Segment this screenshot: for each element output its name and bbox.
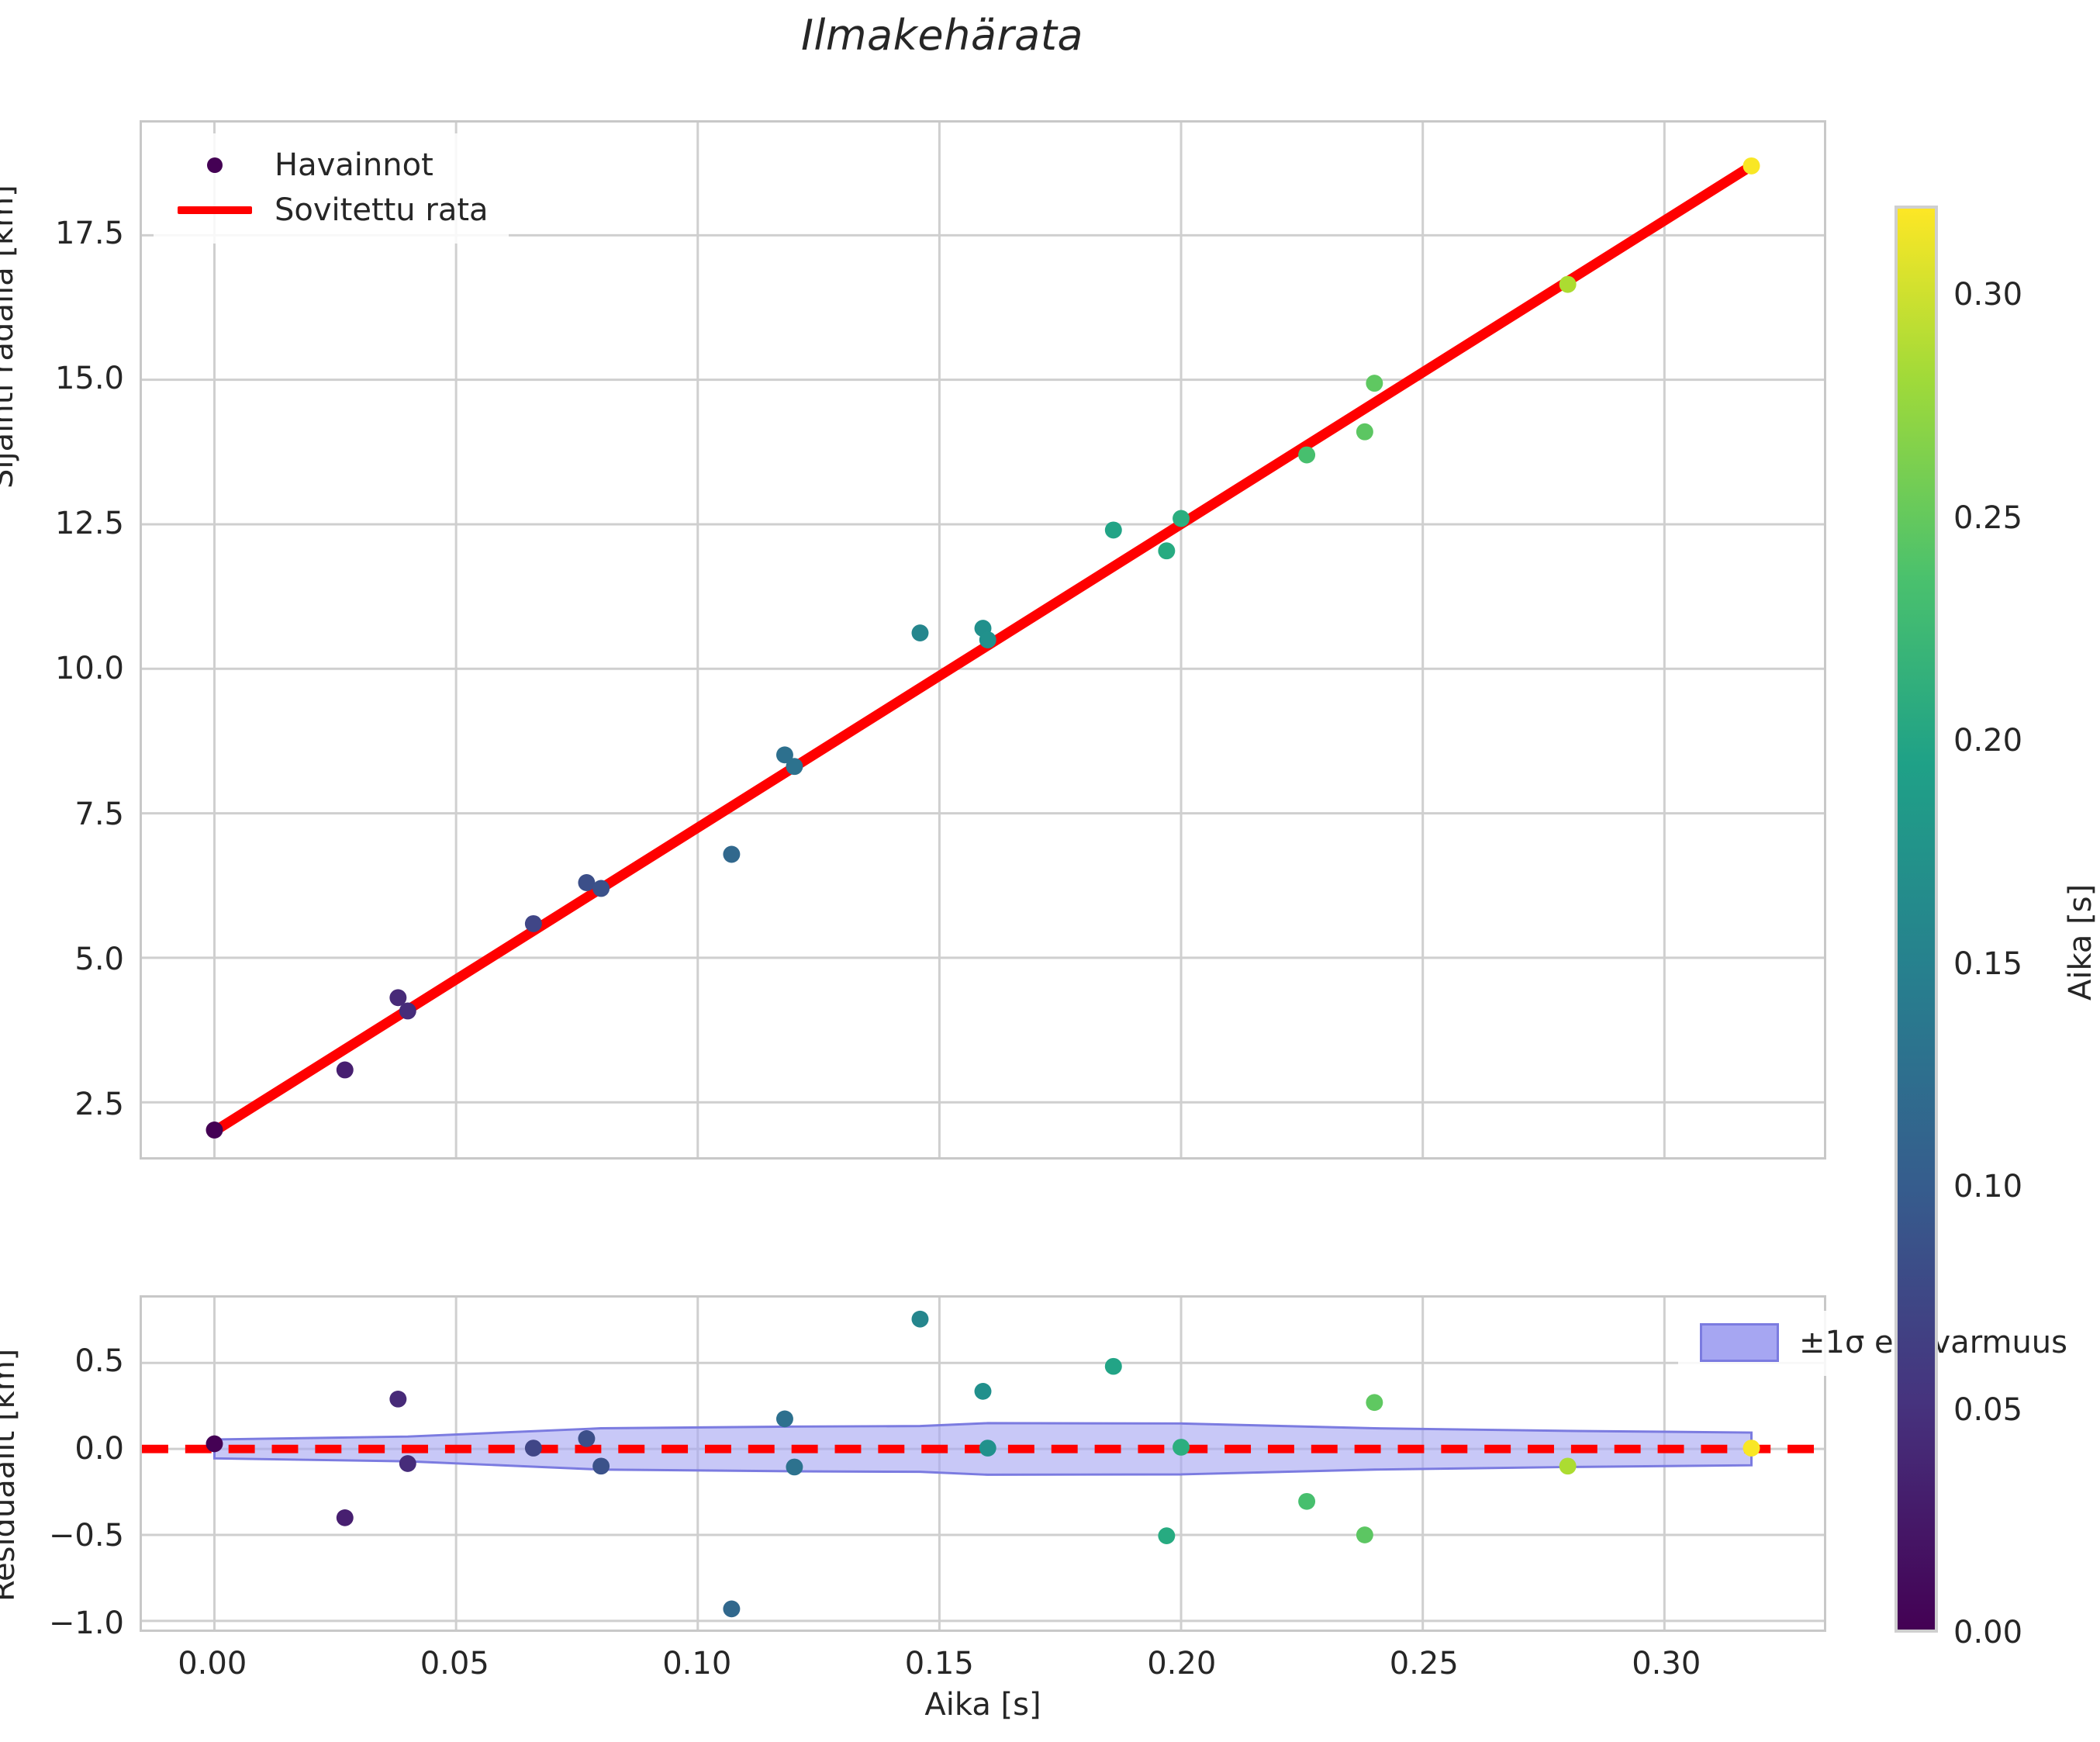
residual-point xyxy=(775,1410,793,1428)
residual-y-tick: 0.5 xyxy=(74,1343,124,1380)
legend-item-sovitettu-rata: Sovitettu rata xyxy=(169,188,489,233)
scatter-point xyxy=(723,845,741,863)
x-tick: 0.30 xyxy=(1632,1646,1701,1682)
main-y-tick: 12.5 xyxy=(54,506,124,542)
x-tick: 0.25 xyxy=(1389,1646,1459,1682)
uncertainty-band-icon xyxy=(1694,1323,1785,1362)
scatter-point xyxy=(1158,542,1176,560)
chart-title: Ilmakehärata xyxy=(801,11,1083,60)
scatter-point xyxy=(1173,510,1190,527)
x-tick: 0.20 xyxy=(1147,1646,1217,1682)
main-y-tick: 17.5 xyxy=(54,215,124,251)
legend-item-havainnot: Havainnot xyxy=(169,143,489,188)
residual-point xyxy=(336,1509,354,1526)
residual-point xyxy=(974,1383,992,1400)
residual-point xyxy=(786,1458,803,1476)
scatter-point xyxy=(206,1122,223,1139)
legend-label-sovitettu-rata: Sovitettu rata xyxy=(275,192,489,228)
scatter-point xyxy=(775,746,793,764)
main-scatter-axes xyxy=(140,120,1826,1160)
residual-y-tick-labels: 0.5 0.0 −0.5 −1.0 xyxy=(0,0,124,1742)
main-plot-surface xyxy=(142,123,1824,1157)
residual-plot-surface xyxy=(142,1298,1824,1630)
residual-y-tick: −1.0 xyxy=(48,1605,124,1641)
residual-point xyxy=(524,1440,542,1457)
colorbar-tick: 0.15 xyxy=(1953,945,2023,982)
colorbar-tick: 0.20 xyxy=(1953,723,2023,759)
scatter-point xyxy=(336,1061,354,1079)
residual-point xyxy=(399,1455,416,1472)
scatter-point xyxy=(578,874,596,891)
residual-point xyxy=(723,1600,741,1618)
main-y-tick-labels: 2.5 5.0 7.5 10.0 12.5 15.0 17.5 xyxy=(0,0,124,1742)
scatter-point xyxy=(911,624,929,642)
scatter-point xyxy=(1559,275,1577,293)
main-y-tick: 5.0 xyxy=(74,941,124,977)
scatter-point xyxy=(524,914,542,932)
residual-point xyxy=(1356,1526,1373,1543)
main-y-tick: 10.0 xyxy=(54,651,124,687)
colorbar-gradient xyxy=(1894,206,1938,1633)
colorbar-label: Aika [s] xyxy=(2063,883,2098,1001)
x-axis-label: Aika [s] xyxy=(924,1687,1041,1723)
scatter-point xyxy=(389,989,407,1007)
residual-point xyxy=(1173,1439,1190,1456)
colorbar-tick: 0.25 xyxy=(1953,499,2023,536)
residual-point xyxy=(206,1435,223,1453)
colorbar-tick: 0.30 xyxy=(1953,277,2023,313)
residual-y-tick: −0.5 xyxy=(48,1518,124,1554)
residual-point xyxy=(1158,1527,1176,1544)
main-y-tick: 7.5 xyxy=(74,796,124,832)
residual-axes xyxy=(140,1295,1826,1632)
residual-point xyxy=(592,1457,610,1475)
residual-point xyxy=(1298,1492,1316,1510)
fit-line-icon xyxy=(169,206,261,214)
scatter-point xyxy=(786,758,803,776)
residual-y-tick: 0.0 xyxy=(74,1430,124,1467)
scatter-point xyxy=(399,1002,416,1020)
scatter-point xyxy=(1356,423,1373,441)
x-tick: 0.00 xyxy=(178,1646,247,1682)
colorbar-tick: 0.00 xyxy=(1953,1615,2023,1650)
colorbar-container: 0.00 0.05 0.10 0.15 0.20 0.25 0.30 xyxy=(1894,206,2022,1650)
main-y-tick: 15.0 xyxy=(54,361,124,397)
x-tick: 0.10 xyxy=(662,1646,732,1682)
colorbar-tick: 0.05 xyxy=(1953,1391,2023,1428)
residual-point xyxy=(578,1429,596,1447)
scatter-point xyxy=(1366,375,1383,392)
residual-point xyxy=(1559,1457,1577,1475)
residual-point xyxy=(1366,1394,1383,1412)
residual-point xyxy=(1104,1357,1122,1375)
main-legend: Havainnot Sovitettu rata xyxy=(154,133,509,244)
colorbar-tick: 0.10 xyxy=(1953,1169,2023,1205)
scatter-marker-icon xyxy=(169,157,261,173)
x-tick: 0.05 xyxy=(420,1646,489,1682)
residual-point xyxy=(911,1310,929,1328)
legend-label-havainnot: Havainnot xyxy=(275,147,433,183)
scatter-point xyxy=(1298,446,1316,464)
main-y-tick: 2.5 xyxy=(74,1086,124,1122)
scatter-point xyxy=(979,631,996,648)
residual-point xyxy=(1743,1440,1760,1457)
residual-point xyxy=(389,1390,407,1408)
scatter-point xyxy=(1743,157,1760,175)
scatter-point xyxy=(592,880,610,897)
scatter-point xyxy=(1104,521,1122,539)
x-tick: 0.15 xyxy=(904,1646,974,1682)
residual-point xyxy=(979,1440,996,1457)
